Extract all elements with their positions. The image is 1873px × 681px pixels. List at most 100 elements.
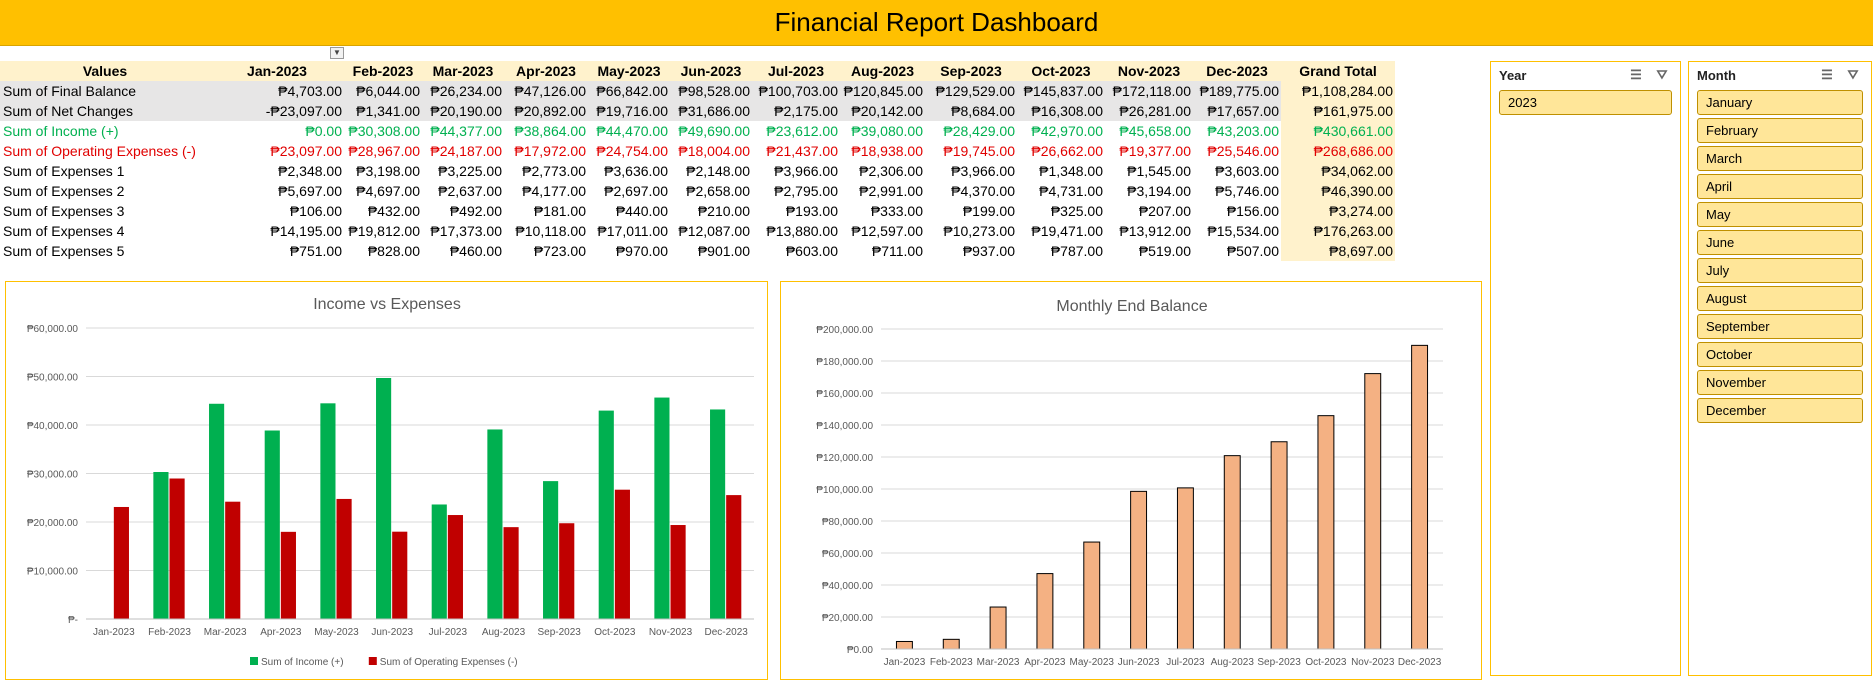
bar [1364, 373, 1382, 650]
month-slicer-item[interactable]: February [1697, 118, 1863, 143]
bar [543, 481, 559, 619]
pivot-row: Sum of Final Balance ₱4,703.00 ₱6,044.00 ₱2… [0, 81, 1395, 101]
pivot-cell: ₱507.00 [1226, 243, 1279, 259]
month-slicer-item[interactable]: November [1697, 370, 1863, 395]
pivot-cell: ₱16,308.00 [1017, 101, 1105, 121]
pivot-cell: ₱19,745.00 [943, 143, 1015, 159]
pivot-cell: ₱98,528.00 [670, 81, 752, 101]
y-tick-label: ₱120,000.00 [816, 453, 873, 464]
y-tick-label: ₱20,000.00 [822, 613, 874, 624]
pivot-column-header: Mar-2023 [422, 61, 504, 81]
bar [376, 378, 392, 619]
bar [726, 495, 742, 619]
monthly-end-balance-svg: Monthly End Balance ₱0.00 ₱20,000.00 ₱40,00… [816, 298, 1443, 668]
month-slicer-item[interactable]: May [1697, 202, 1863, 227]
month-slicer-item[interactable]: October [1697, 342, 1863, 367]
bar [710, 409, 726, 619]
income-vs-expenses-chart[interactable]: Income vs Expenses ₱- ₱10,000.00 ₱20,000.00… [5, 281, 768, 680]
month-slicer-item[interactable]: August [1697, 286, 1863, 311]
x-tick-label: Jul-2023 [1166, 657, 1205, 668]
month-slicer-item[interactable]: March [1697, 146, 1863, 171]
y-tick-label: ₱80,000.00 [822, 517, 874, 528]
pivot-cell: ₱26,281.00 [1105, 101, 1193, 121]
month-slicer-item[interactable]: July [1697, 258, 1863, 283]
pivot-cell: ₱28,429.00 [943, 123, 1015, 139]
pivot-cell: ₱4,731.00 [1039, 183, 1103, 199]
pivot-grand-total-header: Grand Total [1281, 61, 1395, 81]
x-tick-label: Jan-2023 [884, 657, 926, 668]
dashboard-title: Financial Report Dashboard [774, 7, 1099, 37]
pivot-row-label: Sum of Expenses 4 [3, 223, 125, 239]
x-tick-label: Aug-2023 [1211, 657, 1255, 668]
pivot-cell: ₱901.00 [697, 243, 750, 259]
pivot-row-label: Sum of Expenses 2 [3, 183, 125, 199]
multi-select-icon[interactable]: ☰ [1821, 67, 1833, 82]
bar [654, 397, 670, 619]
year-slicer-item[interactable]: 2023 [1499, 90, 1672, 115]
x-tick-label: Apr-2023 [1024, 657, 1066, 668]
x-tick-label: May-2023 [1070, 657, 1115, 668]
pivot-cell: ₱3,966.00 [774, 163, 838, 179]
bar [1270, 441, 1288, 650]
pivot-cell: ₱106.00 [289, 203, 342, 219]
month-slicer-item[interactable]: June [1697, 230, 1863, 255]
y-tick-label: ₱180,000.00 [816, 357, 873, 368]
pivot-cell: ₱14,195.00 [270, 223, 342, 239]
pivot-cell: ₱2,658.00 [686, 183, 750, 199]
pivot-cell: ₱5,697.00 [278, 183, 342, 199]
pivot-grand-total-cell: ₱1,108,284.00 [1281, 81, 1395, 101]
y-tick-label: ₱10,000.00 [27, 567, 79, 578]
pivot-cell: ₱10,118.00 [515, 223, 586, 239]
year-slicer[interactable]: Year ☰ ⛛ 2023 [1490, 61, 1681, 676]
bar [487, 429, 503, 619]
monthly-end-balance-chart[interactable]: Monthly End Balance ₱0.00 ₱20,000.00 ₱40,00… [780, 281, 1482, 680]
pivot-cell: ₱0.00 [305, 123, 342, 139]
x-tick-label: Feb-2023 [930, 657, 973, 668]
x-tick-label: Dec-2023 [1398, 657, 1442, 668]
pivot-cell: ₱43,203.00 [1207, 123, 1279, 139]
pivot-cell: ₱19,471.00 [1031, 223, 1103, 239]
x-tick-label: Jun-2023 [1118, 657, 1160, 668]
pivot-row-label: Sum of Expenses 1 [3, 163, 125, 179]
clear-filter-icon[interactable]: ⛛ [1656, 67, 1668, 82]
x-tick-label: Dec-2023 [704, 627, 748, 638]
pivot-column-header: May-2023 [588, 61, 670, 81]
month-slicer[interactable]: Month ☰ ⛛ January February March April May Ju… [1688, 61, 1872, 676]
y-tick-label: ₱160,000.00 [816, 389, 873, 400]
pivot-cell: ₱13,880.00 [766, 223, 838, 239]
pivot-cell: ₱519.00 [1138, 243, 1191, 259]
x-tick-label: Mar-2023 [204, 627, 247, 638]
bar [153, 472, 169, 619]
bar [447, 515, 463, 619]
clear-filter-icon[interactable]: ⛛ [1847, 67, 1859, 82]
pivot-cell: ₱2,348.00 [278, 163, 342, 179]
bar [942, 638, 960, 650]
month-slicer-item[interactable]: April [1697, 174, 1863, 199]
dropdown-arrow-icon[interactable]: ▼ [330, 47, 344, 59]
pivot-cell: ₱189,775.00 [1193, 81, 1281, 101]
bar [209, 403, 225, 619]
pivot-cell: ₱2,795.00 [774, 183, 838, 199]
multi-select-icon[interactable]: ☰ [1630, 67, 1642, 82]
x-tick-label: Jun-2023 [371, 627, 413, 638]
bar [1176, 487, 1194, 650]
pivot-cell: ₱120,845.00 [840, 81, 925, 101]
month-slicer-item[interactable]: January [1697, 90, 1863, 115]
pivot-row: Sum of Expenses 4 ₱14,195.00 ₱19,812.00 ₱17… [0, 221, 1395, 241]
pivot-row-label: Sum of Expenses 5 [3, 243, 125, 259]
pivot-cell: ₱23,612.00 [766, 123, 838, 139]
y-tick-label: ₱40,000.00 [27, 421, 79, 432]
month-slicer-item[interactable]: December [1697, 398, 1863, 423]
x-tick-label: Nov-2023 [1351, 657, 1395, 668]
pivot-grand-total-cell: ₱3,274.00 [1281, 201, 1395, 221]
pivot-row: Sum of Income (+) ₱0.00 ₱30,308.00 ₱44,377.… [0, 121, 1395, 141]
y-tick-label: ₱- [68, 615, 78, 626]
bar [670, 525, 686, 619]
pivot-cell: ₱460.00 [449, 243, 502, 259]
y-tick-label: ₱60,000.00 [822, 549, 874, 560]
pivot-cell: ₱26,662.00 [1031, 143, 1103, 159]
pivot-corner-label: Values [0, 61, 210, 81]
month-slicer-item[interactable]: September [1697, 314, 1863, 339]
pivot-cell: ₱3,603.00 [1215, 163, 1279, 179]
pivot-cell: ₱13,912.00 [1119, 223, 1191, 239]
